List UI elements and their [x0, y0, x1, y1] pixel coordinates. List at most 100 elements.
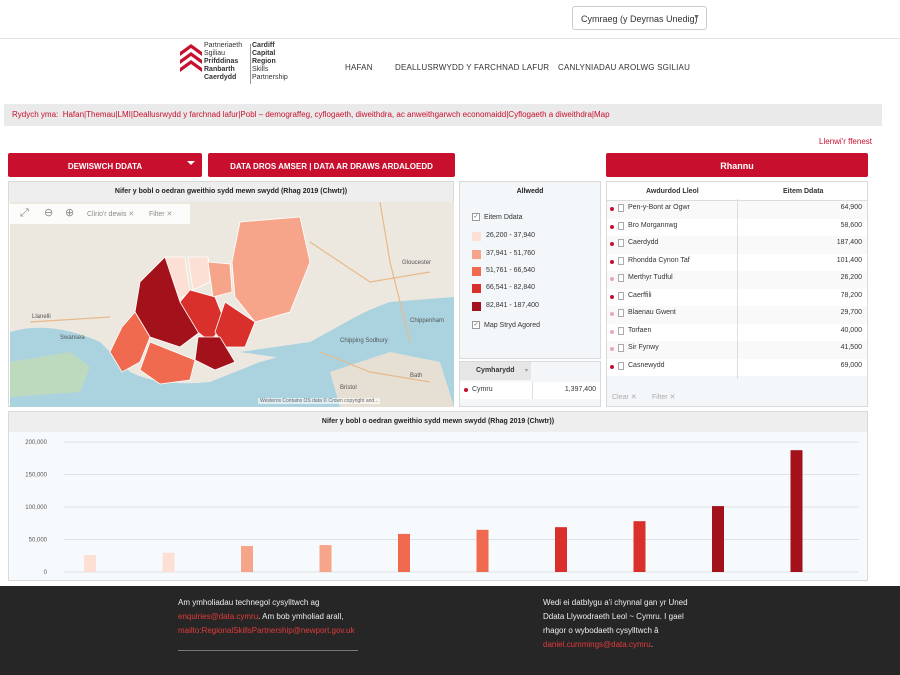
row-value: 58,600	[840, 221, 862, 229]
share-button[interactable]: Rhannu	[606, 153, 868, 177]
contact-email-link[interactable]: daniel.cummings@data.cymru	[543, 640, 651, 649]
bar[interactable]	[84, 554, 96, 572]
table-filter-button[interactable]: Filter ✕	[652, 393, 675, 401]
choose-data-label: DEWISWCH DDATA	[67, 162, 143, 171]
regional-skills-mailto-link[interactable]: mailto:RegionalSkillsPartnership@newport…	[178, 626, 355, 635]
logo-text-welsh-4: Ranbarth	[204, 66, 235, 73]
legend-range-label: 26,200 - 37,940	[486, 232, 536, 239]
row-value: 69,000	[840, 361, 862, 369]
time-areas-button[interactable]: DATA DROS AMSER | DATA AR DRAWS ARDALOED…	[208, 153, 455, 177]
bar[interactable]	[790, 450, 803, 572]
place-label: Gloucester	[402, 260, 431, 266]
series-dot	[610, 259, 614, 264]
breadcrumb-label: Rydych yma:	[12, 110, 59, 119]
series-dot	[610, 224, 614, 229]
document-icon	[618, 274, 624, 282]
bar[interactable]	[633, 521, 646, 572]
table-filter-label: Filter	[652, 394, 668, 401]
comparator-value: 1,397,400	[564, 386, 596, 393]
choose-data-button[interactable]: DEWISWCH DDATA	[8, 153, 202, 177]
document-icon	[618, 344, 624, 352]
region-vale	[139, 341, 196, 385]
bar-chart: 200,000 150,000 100,000 50,000 0	[25, 440, 859, 576]
series-dot	[610, 277, 614, 281]
row-authority-name: Sir Fynwy	[628, 344, 659, 351]
zoom-out-icon[interactable]: ⊖	[44, 207, 54, 219]
legend-range-label: 82,841 - 187,400	[486, 302, 539, 309]
document-icon	[618, 256, 624, 265]
bar[interactable]	[712, 506, 724, 572]
comparator-name: Cymru	[472, 386, 493, 393]
bar[interactable]	[555, 527, 567, 572]
filter-label: Filter	[149, 211, 165, 218]
comparator-header[interactable]: Cymharydd ▾	[460, 362, 531, 380]
place-label: Bristol	[340, 385, 357, 391]
row-authority-name: Casnewydd	[628, 361, 665, 369]
legend-item-toggle[interactable]: ✓ Eitem Ddata	[472, 213, 523, 221]
footer-text: rhagor o wybodaeth cysylltwch â	[543, 626, 659, 635]
series-dot	[610, 329, 614, 334]
fullscreen-icon[interactable]: ⤢	[20, 207, 29, 219]
nav-item-home[interactable]: HAFAN	[345, 63, 373, 72]
y-tick-label: 50,000	[29, 538, 48, 544]
table-clear-button[interactable]: Clear ✕	[612, 393, 637, 401]
bar[interactable]	[162, 552, 175, 572]
choropleth-map: Swansea Llanelli Bristol Gloucester Chip…	[10, 202, 454, 407]
y-tick-label: 200,000	[25, 440, 47, 446]
region-blaenau-gwent	[187, 256, 211, 291]
checkbox-icon: ✓	[472, 213, 480, 221]
nav-item-skills-survey[interactable]: CANLYNIADAU AROLWG SGILIAU	[558, 63, 691, 72]
row-value: 40,000	[840, 326, 862, 334]
bar[interactable]	[241, 546, 253, 572]
legend-swatch	[472, 267, 481, 276]
map-filter-button[interactable]: Filter ✕	[149, 210, 172, 218]
column-header-local-authority[interactable]: Awdurdod Lleol	[646, 188, 699, 195]
footer-text: .	[650, 640, 653, 649]
legend-panel: Allwedd ✓ Eitem Ddata 26,200 - 37,940 37…	[459, 181, 601, 359]
row-authority-name: Caerdydd	[628, 239, 659, 246]
y-tick-label: 150,000	[25, 473, 47, 479]
legend-range-label: 37,941 - 51,760	[486, 250, 536, 257]
column-header-data-item[interactable]: Eitem Ddata	[783, 188, 824, 195]
bar-chart-panel: Nifer y bobl o oedran gweithio sydd mewn…	[8, 411, 868, 581]
region-bridgend	[109, 311, 151, 373]
logo-text-english-4: Skills	[252, 66, 269, 73]
document-icon	[618, 204, 624, 212]
row-authority-name: Rhondda Cynon Taf	[628, 256, 690, 264]
series-dot	[610, 364, 614, 369]
language-select[interactable]: Cymraeg (y Deyrnas Unedig) ▼	[572, 6, 707, 30]
footer-text: . Am bob ymholiad arall,	[258, 612, 344, 621]
row-authority-name: Torfaen	[628, 326, 652, 334]
bar[interactable]	[476, 529, 489, 572]
streetmap-label: Map Stryd Agored	[484, 322, 541, 329]
series-dot	[610, 312, 614, 316]
enquiries-email-link[interactable]: enquiries@data.cymru	[178, 612, 259, 621]
document-icon	[618, 239, 624, 247]
row-authority-name: Merthyr Tudful	[628, 274, 673, 281]
header-divider	[0, 38, 900, 39]
close-icon: ✕	[128, 211, 135, 218]
legend-swatch	[472, 302, 481, 311]
logo-text-english-1: Cardiff	[252, 42, 275, 49]
legend-title: Allwedd	[460, 182, 600, 202]
logo[interactable]: Partneriaeth Sgiliau Prifddinas Ranbarth…	[180, 42, 300, 90]
logo-text-welsh-2: Sgiliau	[204, 50, 226, 57]
map-toolbar: ⤢ ⊖ ⊕ Clirio'r dewis ✕ Filter ✕	[10, 204, 190, 224]
fill-window-link[interactable]: Llenwi'r ffenest	[819, 137, 872, 146]
legend-range-1: 26,200 - 37,940	[472, 232, 536, 241]
map-canvas[interactable]: Swansea Llanelli Bristol Gloucester Chip…	[10, 202, 454, 407]
bar[interactable]	[398, 533, 410, 572]
comparator-row[interactable]: Cymru 1,397,400	[460, 382, 600, 399]
streetmap-toggle[interactable]: ✓ Map Stryd Agored	[472, 321, 541, 329]
close-icon: ✕	[166, 211, 173, 218]
zoom-in-icon[interactable]: ⊕	[65, 207, 75, 219]
document-icon	[618, 291, 624, 300]
logo-text-welsh-5: Caerdydd	[204, 74, 237, 81]
nav-item-lmi[interactable]: DEALLUSRWYDD Y FARCHNAD LAFUR	[395, 63, 550, 72]
clear-selection-button[interactable]: Clirio'r dewis ✕	[87, 210, 134, 218]
footer-text: Ddata Llywodraeth Leol ~ Cymru. I gael	[543, 612, 684, 621]
region-cardiff	[194, 336, 236, 371]
row-value: 187,400	[836, 239, 862, 246]
breadcrumb-path[interactable]: Hafan|Themau|LMI|Deallusrwydd y farchnad…	[62, 110, 610, 119]
bar[interactable]	[319, 545, 332, 572]
